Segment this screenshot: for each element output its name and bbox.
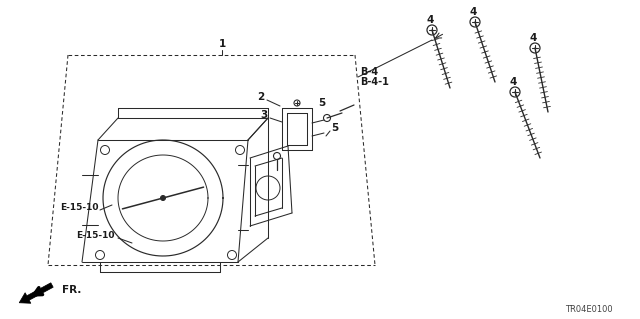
FancyArrow shape <box>19 283 53 303</box>
Text: 3: 3 <box>260 110 268 120</box>
Text: B-4: B-4 <box>360 67 378 77</box>
Text: 4: 4 <box>426 15 434 25</box>
Text: E-15-10: E-15-10 <box>76 232 115 241</box>
Text: 5: 5 <box>332 123 339 133</box>
Text: TR04E0100: TR04E0100 <box>565 306 612 315</box>
Text: E-15-10: E-15-10 <box>60 204 99 212</box>
Text: 4: 4 <box>469 7 477 17</box>
Circle shape <box>161 196 166 201</box>
Text: B-4-1: B-4-1 <box>360 77 389 87</box>
Text: FR.: FR. <box>62 285 81 295</box>
Text: 4: 4 <box>509 77 516 87</box>
Text: 4: 4 <box>529 33 537 43</box>
Text: 1: 1 <box>218 39 226 49</box>
Text: 2: 2 <box>257 92 264 102</box>
Text: 5: 5 <box>318 98 326 108</box>
